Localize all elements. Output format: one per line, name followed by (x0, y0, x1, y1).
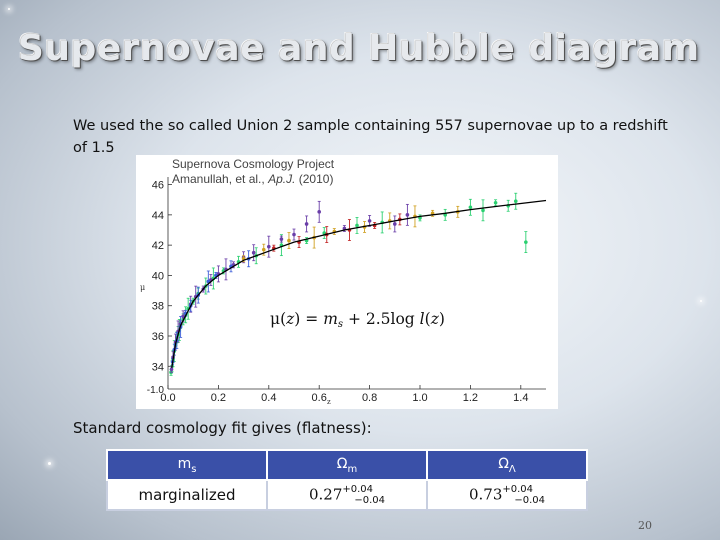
data-point (181, 314, 185, 319)
hubble-diagram-figure: Supernova Cosmology Project Amanullah, e… (136, 155, 558, 409)
page-number: 20 (638, 519, 652, 532)
data-point (513, 199, 518, 204)
header-omega-m-symbol: Ω (336, 455, 348, 472)
x-tick-label: 0.8 (362, 392, 377, 404)
header-omega-lambda: ΩΛ (426, 449, 588, 481)
omega-lambda-central: 0.73 (468, 485, 503, 504)
data-point (405, 213, 410, 217)
figure-heading-journal: Ap.J. (267, 172, 295, 186)
intro-text: We used the so called Union 2 sample con… (73, 118, 668, 156)
table-row: marginalized 0.27+0.04 −0.04 0.73+0.04 −0.… (106, 479, 588, 511)
y-tick-label: 36 (152, 331, 164, 343)
data-point (261, 247, 266, 252)
omega-m-central: 0.27 (308, 485, 343, 504)
fit-description: Standard cosmology fit gives (flatness): (73, 419, 372, 437)
background-star (8, 8, 10, 10)
figure-heading-line1: Supernova Cosmology Project (172, 157, 335, 171)
omega-lambda-lower: −0.04 (514, 495, 546, 506)
background-star (48, 462, 51, 465)
data-point (267, 244, 271, 249)
slide-title: Supernovae and Hubble diagram (18, 28, 700, 69)
y-tick-label: 42 (152, 240, 164, 252)
background-star (700, 300, 702, 302)
x-tick-label: 0.4 (261, 392, 276, 404)
x-tick-label: 1.4 (513, 392, 528, 404)
y-tick-label: 44 (152, 210, 164, 222)
figure-heading-author: Amanullah, et al., (172, 172, 268, 186)
y-tick-label: 34 (152, 361, 164, 373)
x-tick-label: 1.2 (463, 392, 478, 404)
data-points (169, 192, 528, 376)
data-point (393, 222, 397, 226)
header-omega-lambda-subscript: Λ (508, 463, 516, 475)
y-offaxis-tick-label: -1.0 (147, 385, 165, 396)
header-omega-m-subscript: m (347, 463, 358, 475)
data-point (367, 219, 372, 223)
header-ms-subscript: s (191, 463, 197, 475)
x-tick-label: 1.0 (412, 392, 427, 404)
row-label-marginalized: marginalized (106, 479, 268, 511)
x-axis-label: z (327, 398, 331, 406)
x-tick-label: 0.6 (312, 392, 327, 404)
distance-modulus-equation: μ(z) = ms + 2.5log l(z) (270, 310, 445, 330)
figure-heading-line2: Amanullah, et al., Ap.J. (2010) (172, 172, 333, 186)
data-point (493, 200, 498, 205)
header-omega-lambda-symbol: Ω (498, 455, 509, 472)
data-point (524, 240, 528, 244)
data-point (279, 237, 284, 241)
data-point (355, 223, 359, 228)
x-tick-label: 0.2 (211, 392, 226, 404)
omega-m-value: 0.27+0.04 −0.04 (266, 479, 428, 511)
x-tick-label: 0.0 (160, 392, 175, 404)
cosmology-parameters-table: ms Ωm ΩΛ marginalized 0.27+0.04 −0.04 0.7… (106, 449, 588, 511)
y-tick-label: 38 (152, 301, 164, 313)
plot-axes: 0.0 0.2 0.4 0.6 0.8 1.0 1.2 1.4 34 36 38 40 42 44 46 -1… (147, 177, 546, 404)
data-point (304, 222, 309, 226)
omega-lambda-upper: +0.04 (502, 484, 534, 495)
header-ms: ms (106, 449, 268, 481)
hubble-diagram-svg: Supernova Cosmology Project Amanullah, e… (140, 157, 547, 406)
header-ms-symbol: m (177, 455, 192, 472)
figure-heading-year: (2010) (295, 172, 333, 186)
data-point (468, 205, 473, 210)
omega-lambda-value: 0.73+0.04 −0.04 (426, 479, 588, 511)
y-tick-label: 46 (152, 180, 164, 192)
y-axis-label: μ (140, 283, 145, 292)
data-point (481, 208, 485, 213)
data-point (317, 210, 321, 214)
header-omega-m: Ωm (266, 449, 428, 481)
data-point (169, 367, 174, 372)
data-point (287, 238, 291, 243)
y-tick-label: 40 (152, 270, 164, 282)
fit-curve (171, 199, 547, 368)
table-header-row: ms Ωm ΩΛ (106, 449, 588, 481)
data-point (292, 232, 296, 237)
data-point (251, 250, 256, 255)
omega-m-lower: −0.04 (354, 495, 386, 506)
omega-m-upper: +0.04 (342, 484, 374, 495)
